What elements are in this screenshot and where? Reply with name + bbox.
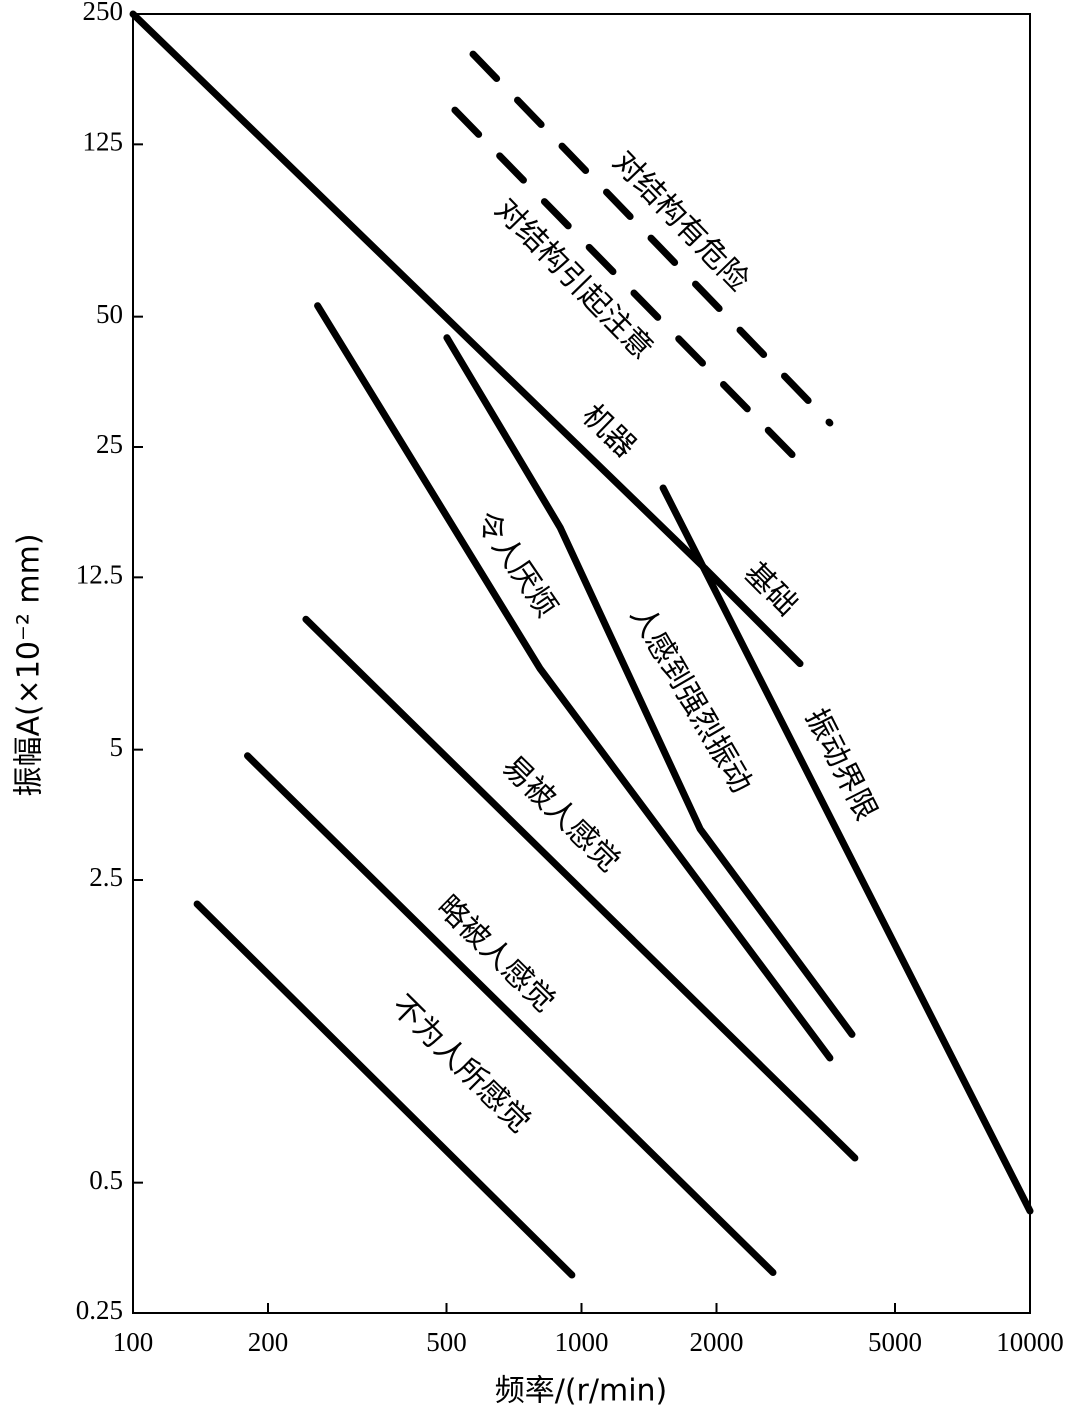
series-line [469, 50, 834, 427]
series-label: 对结构有危险 [606, 144, 756, 298]
y-tick-label: 250 [83, 0, 124, 26]
series-label: 不为人所感觉 [384, 989, 537, 1140]
series-label: 振动界限 [798, 703, 884, 826]
y-tick-label: 5 [110, 732, 124, 762]
y-tick-label: 12.5 [76, 560, 123, 590]
series-label: 对结构引起注意 [488, 192, 660, 367]
y-tick-label: 25 [96, 429, 123, 459]
y-tick-label: 50 [96, 299, 123, 329]
series-line [659, 484, 1034, 1215]
x-tick-label: 500 [426, 1327, 467, 1357]
x-tick-label: 2000 [690, 1327, 744, 1357]
series-line [314, 302, 834, 1062]
series-line [451, 106, 814, 477]
series-line [193, 900, 576, 1279]
y-tick-label: 0.5 [89, 1165, 123, 1195]
series-label: 易被人感觉 [495, 749, 627, 879]
y-tick-label: 0.25 [76, 1295, 123, 1325]
y-axis-label: 振幅A(×10⁻² mm) [12, 533, 47, 796]
x-axis-label: 频率/(r/min) [495, 1374, 668, 1409]
y-tick-label: 2.5 [89, 862, 123, 892]
series-label: 令人厌烦 [468, 505, 565, 624]
x-tick-label: 5000 [868, 1327, 922, 1357]
series-line [244, 752, 777, 1276]
series-line [443, 334, 856, 1038]
x-tick-label: 100 [113, 1327, 154, 1357]
plot-frame [132, 13, 1031, 1314]
x-tick-label: 200 [248, 1327, 289, 1357]
series-line [302, 615, 859, 1162]
x-tick-label: 10000 [996, 1327, 1064, 1357]
y-tick-label: 125 [83, 127, 124, 157]
series-line [701, 565, 804, 668]
x-tick-label: 1000 [555, 1327, 609, 1357]
series-line [129, 10, 709, 572]
